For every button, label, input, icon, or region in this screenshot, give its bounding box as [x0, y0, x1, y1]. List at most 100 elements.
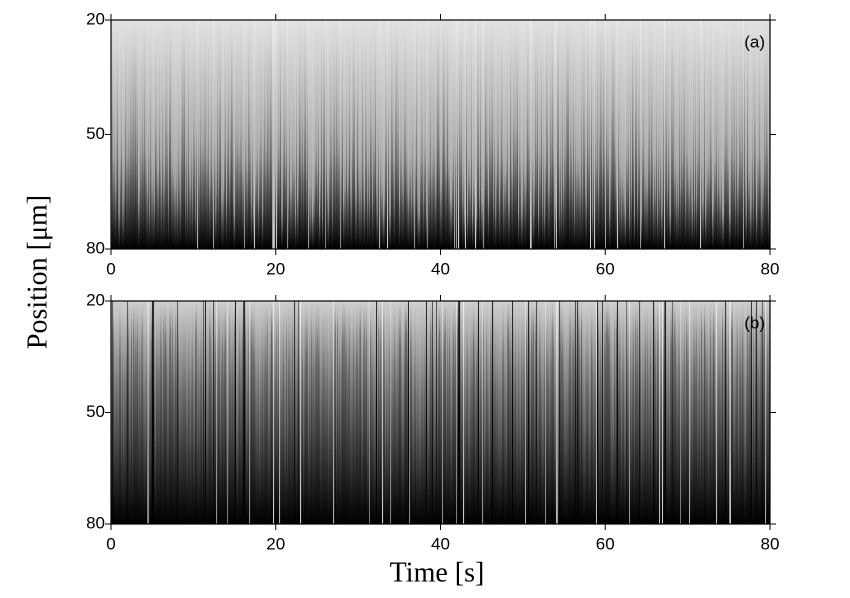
streak: [479, 20, 481, 249]
streak: [282, 20, 284, 249]
streak: [112, 301, 114, 524]
streak: [395, 301, 397, 524]
streak: [286, 20, 288, 249]
streak: [535, 20, 537, 249]
streak: [605, 301, 607, 524]
streak: [507, 20, 509, 249]
streak: [144, 20, 146, 249]
streak: [425, 301, 427, 524]
streak: [654, 20, 656, 249]
streak: [747, 20, 749, 249]
streak: [286, 301, 288, 524]
streak: [237, 301, 239, 524]
streak: [363, 301, 365, 524]
streak: [179, 301, 181, 524]
streak: [308, 301, 310, 524]
streak: [180, 301, 182, 524]
streak: [382, 301, 384, 524]
streak: [181, 301, 183, 524]
streak: [369, 301, 371, 524]
streak: [202, 20, 204, 249]
streak: [413, 20, 415, 249]
streak: [659, 20, 661, 249]
streak: [492, 301, 494, 524]
streak: [540, 301, 542, 524]
streak: [679, 20, 681, 249]
streak: [480, 20, 482, 249]
streak: [214, 301, 216, 524]
streak: [264, 301, 266, 524]
streak: [754, 20, 756, 249]
streak: [520, 20, 522, 249]
streak: [590, 20, 592, 249]
streak: [669, 301, 671, 524]
streak: [448, 301, 450, 524]
streak: [196, 301, 198, 524]
streak: [155, 20, 157, 249]
streak: [398, 20, 400, 249]
streak: [270, 20, 272, 249]
streak: [246, 301, 248, 524]
streak: [745, 20, 747, 249]
streak: [422, 20, 424, 249]
streak: [543, 301, 545, 524]
streak: [117, 20, 119, 249]
streak: [151, 20, 153, 249]
streak: [119, 301, 121, 524]
streak: [191, 301, 193, 524]
y-tick-label: 20: [86, 9, 105, 28]
streak: [462, 301, 464, 524]
streak: [240, 20, 242, 249]
streak: [513, 20, 515, 249]
streak: [165, 20, 167, 249]
streak: [734, 20, 736, 249]
streak: [629, 301, 631, 524]
streak: [406, 20, 408, 249]
streak: [353, 20, 355, 249]
streak: [470, 20, 472, 249]
streak: [241, 20, 243, 249]
streak: [715, 301, 717, 524]
streak: [130, 301, 132, 524]
streak: [636, 20, 638, 249]
streak: [163, 20, 165, 249]
streak: [320, 301, 322, 524]
streak: [127, 301, 129, 524]
streak: [146, 301, 148, 524]
streak: [475, 301, 477, 524]
streak: [569, 301, 571, 524]
streak: [645, 301, 647, 524]
streak: [125, 20, 127, 249]
streak: [720, 301, 722, 524]
streak: [403, 301, 405, 524]
streak: [149, 301, 151, 524]
streak: [456, 20, 458, 249]
streak: [455, 20, 457, 249]
streak: [579, 301, 581, 524]
streak: [225, 20, 227, 249]
streak: [489, 20, 491, 249]
streak: [327, 20, 329, 249]
streak: [424, 20, 426, 249]
streak: [174, 20, 176, 249]
streak: [688, 301, 690, 524]
streak: [520, 301, 522, 524]
streak: [379, 20, 381, 249]
streak: [298, 20, 300, 249]
streak: [756, 20, 758, 249]
streak: [525, 20, 527, 249]
streak: [491, 20, 493, 249]
streak: [119, 20, 121, 249]
streak: [717, 20, 719, 249]
streak: [742, 301, 744, 524]
streak: [507, 301, 509, 524]
streak: [253, 20, 255, 249]
streak: [320, 20, 322, 249]
x-tick-label: 40: [431, 534, 450, 553]
streak: [764, 301, 766, 524]
streak: [324, 301, 326, 524]
streak: [594, 301, 596, 524]
streak: [409, 301, 411, 524]
streak: [584, 301, 586, 524]
streak: [392, 301, 394, 524]
